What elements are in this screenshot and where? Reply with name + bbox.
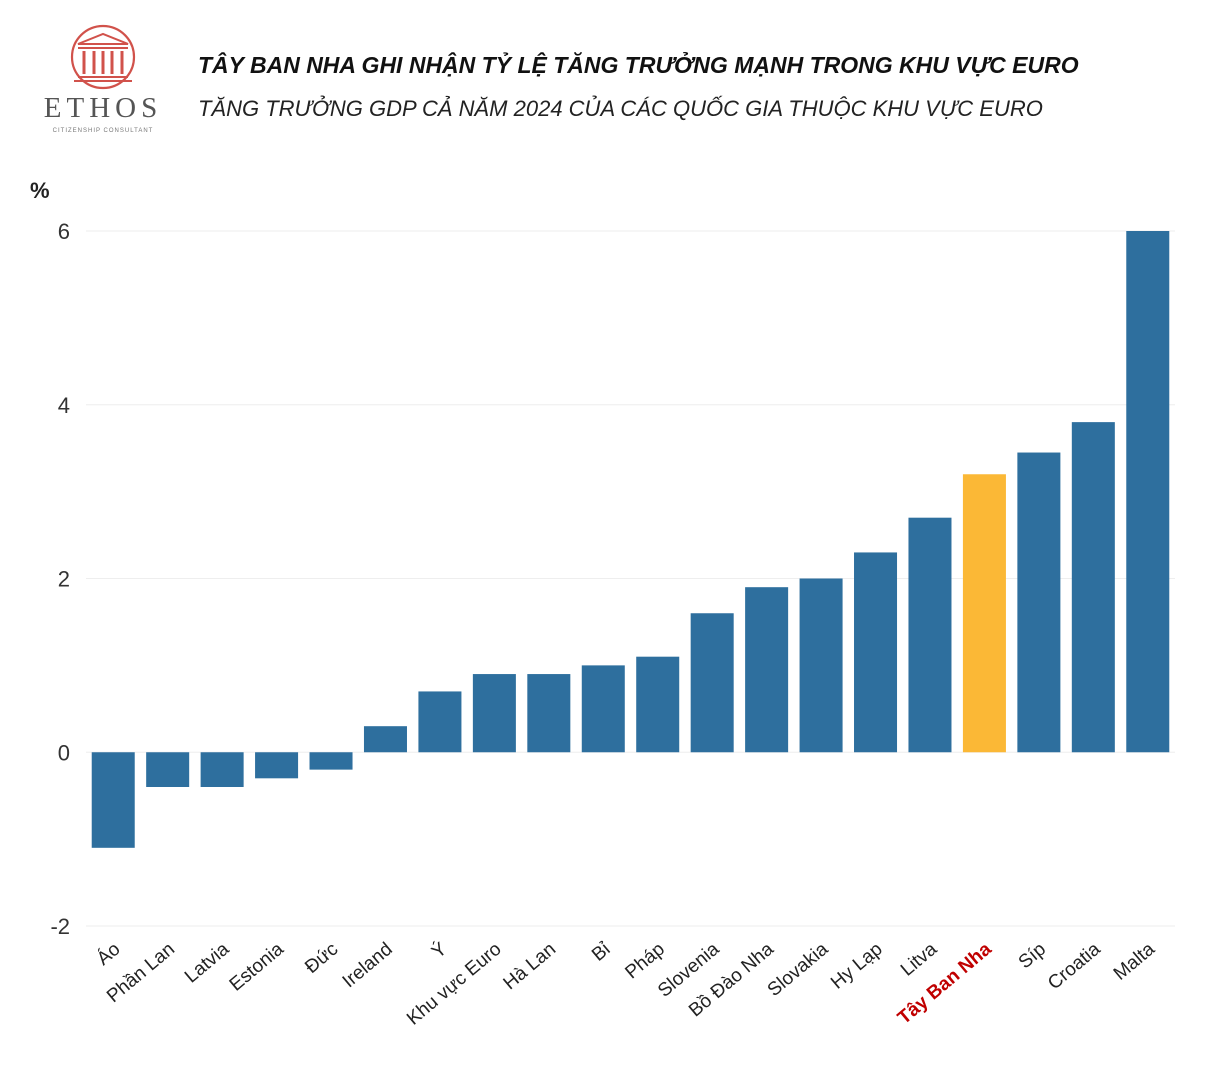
chart-subtitle: TĂNG TRƯỞNG GDP CẢ NĂM 2024 CỦA CÁC QUỐC…	[198, 96, 1043, 121]
ethos-logo: ETHOS CITIZENSHIP CONSULTANT	[38, 22, 168, 142]
x-tick-label: Croatia	[1044, 938, 1105, 994]
bar-20	[1126, 231, 1170, 753]
bar-4	[255, 752, 299, 779]
y-tick-label: 0	[58, 740, 70, 765]
x-tick-label: Áo	[93, 939, 124, 970]
x-tick-label: Estonia	[226, 938, 288, 995]
bar-15	[854, 552, 898, 753]
bar-5	[309, 752, 353, 770]
bar-1	[91, 752, 135, 848]
x-tick-label: Bỉ	[588, 938, 615, 965]
x-tick-label: Hy Lạp	[827, 939, 887, 994]
y-tick-label: 6	[58, 219, 70, 244]
x-tick-label: Đức	[301, 939, 342, 978]
bar-17	[962, 474, 1006, 753]
bar-6	[363, 726, 407, 753]
bar-8	[472, 674, 516, 753]
x-tick-label: Khu vực Euro	[403, 939, 506, 1030]
bars	[91, 231, 1170, 848]
bar-19	[1071, 422, 1115, 753]
x-tick-label: Síp	[1015, 939, 1050, 973]
bar-7	[418, 691, 462, 753]
bar-12	[690, 613, 734, 753]
x-tick-label: Tây Ban Nha	[894, 938, 996, 1028]
y-tick-label: -2	[50, 914, 70, 939]
x-tick-label: Pháp	[621, 939, 668, 984]
bar-9	[527, 674, 571, 753]
bar-18	[1017, 452, 1061, 753]
x-tick-label: Ireland	[339, 939, 397, 992]
logo-tagline: CITIZENSHIP CONSULTANT	[52, 128, 154, 134]
x-tick-label: Malta	[1110, 938, 1159, 984]
y-tick-label: 2	[58, 567, 70, 592]
bar-13	[745, 587, 789, 753]
x-tick-label: Slovakia	[764, 938, 833, 1001]
gridlines	[86, 230, 1175, 927]
bar-3	[200, 752, 244, 787]
logo-wordmark: ETHOS	[43, 92, 163, 124]
bar-16	[908, 517, 952, 753]
x-tick-label: Litva	[897, 938, 942, 980]
bar-14	[799, 578, 843, 753]
building-icon	[70, 24, 136, 90]
y-axis-label: %	[30, 178, 50, 203]
bar-11	[636, 656, 680, 753]
y-tick-label: 4	[58, 393, 70, 418]
bar-2	[146, 752, 190, 787]
x-tick-label: Hà Lan	[500, 939, 560, 994]
bar-10	[581, 665, 625, 753]
chart-title: TÂY BAN NHA GHI NHẬN TỶ LỆ TĂNG TRƯỞNG M…	[198, 52, 1079, 78]
x-tick-label: Ý	[428, 939, 451, 963]
